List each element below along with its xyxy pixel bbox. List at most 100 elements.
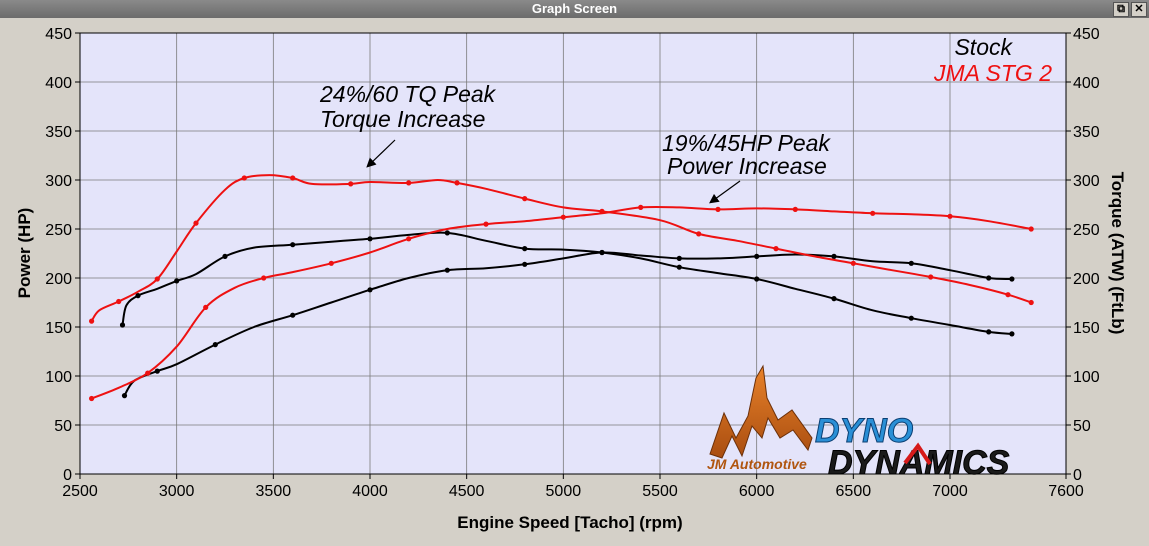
window-title: Graph Screen bbox=[531, 1, 618, 16]
jma-stg-2-power-point bbox=[792, 206, 798, 212]
jma-stg-2-torque-point bbox=[241, 175, 247, 181]
x-tick-label: 5000 bbox=[546, 483, 582, 500]
stock-power-point bbox=[121, 393, 128, 399]
jma-stg-2-power-point bbox=[406, 236, 412, 242]
x-tick-label: 7600 bbox=[1048, 483, 1084, 500]
stock-power-point bbox=[444, 267, 450, 273]
stock-power-point bbox=[1009, 276, 1015, 282]
y-tick-label: 150 bbox=[45, 320, 72, 337]
y2-tick-label: 150 bbox=[1073, 320, 1100, 337]
tick-labels: 2500 3000 3500 4000 4500 5000 5500 6000 6500 7000… bbox=[45, 26, 1100, 500]
stock-torque-point bbox=[986, 329, 992, 335]
jma-stg-2-torque-point bbox=[773, 246, 779, 252]
stock-torque-line bbox=[121, 231, 1013, 335]
x-tick-label: 6000 bbox=[739, 483, 775, 500]
stock-power-point bbox=[212, 342, 218, 348]
stock-torque-point bbox=[676, 264, 682, 270]
jm-logo-icon bbox=[709, 364, 813, 459]
stock-torque-point bbox=[290, 242, 296, 248]
stock-torque-point bbox=[599, 249, 605, 256]
stock-torque-point bbox=[135, 293, 141, 299]
series-layer bbox=[89, 174, 1034, 402]
jma-stg-2-torque-point bbox=[89, 318, 95, 324]
x-tick-label: 7000 bbox=[932, 483, 968, 500]
restore-window-icon[interactable]: ⧉ bbox=[1113, 2, 1129, 17]
jma-stg-2-power-point bbox=[638, 204, 644, 210]
y-tick-label: 0 bbox=[63, 467, 72, 484]
stock-power-point bbox=[290, 312, 296, 318]
jm-logo-text: JM Automotive bbox=[707, 456, 807, 472]
y-tick-label: 450 bbox=[45, 26, 72, 43]
dyno-logo-text: DYNO bbox=[815, 412, 913, 450]
jma-stg-2-power-point bbox=[145, 370, 151, 376]
window-titlebar: Graph Screen bbox=[0, 0, 1149, 18]
y-tick-label: 250 bbox=[45, 222, 72, 239]
annotation-tq-arrow bbox=[366, 139, 396, 168]
stock-torque-point bbox=[367, 236, 373, 242]
stock-torque-point bbox=[831, 296, 837, 302]
jma-stg-2-power-point bbox=[560, 214, 566, 220]
jma-stg-2-power-line bbox=[91, 205, 1032, 400]
jma-stg-2-torque-point bbox=[154, 276, 160, 282]
y2-tick-label: 0 bbox=[1073, 467, 1082, 484]
x-tick-label: 4000 bbox=[352, 483, 388, 500]
plot-background bbox=[80, 33, 1066, 474]
annotation-hp-line2: Power Increase bbox=[667, 153, 827, 179]
jma-stg-2-torque-point bbox=[406, 180, 412, 186]
jma-stg-2-torque-point bbox=[599, 208, 605, 214]
jma-stg-2-power-point bbox=[89, 395, 95, 402]
stock-power-point bbox=[986, 275, 992, 281]
annotation-tq-line1: 24%/60 TQ Peak bbox=[319, 81, 497, 107]
dynamics-red-swoosh bbox=[903, 442, 932, 466]
dyno-chart: 2500 3000 3500 4000 4500 5000 5500 6000 6500 7000… bbox=[15, 26, 1127, 532]
stock-power-point bbox=[676, 255, 682, 261]
y2-tick-label: 450 bbox=[1073, 26, 1100, 43]
annotation-tq-line2: Torque Increase bbox=[320, 106, 485, 132]
jma-stg-2-torque-point bbox=[522, 196, 528, 202]
jma-stg-2-torque-line bbox=[90, 174, 1032, 322]
graph-area: 2500 3000 3500 4000 4500 5000 5500 6000 6500 7000… bbox=[0, 18, 1149, 541]
annotation-hp-line1: 19%/45HP Peak bbox=[662, 130, 831, 156]
y-tick-label: 350 bbox=[45, 124, 72, 141]
y2-tick-label: 100 bbox=[1073, 369, 1100, 386]
stock-torque-point bbox=[119, 322, 126, 328]
x-tick-label: 3500 bbox=[256, 483, 292, 500]
y2-tick-label: 250 bbox=[1073, 222, 1100, 239]
stock-power-line bbox=[123, 251, 1012, 397]
y2-tick-label: 200 bbox=[1073, 271, 1100, 288]
jma-stg-2-torque-point bbox=[1028, 299, 1034, 306]
stock-power-point bbox=[367, 287, 373, 293]
jma-stg-2-torque-point bbox=[928, 274, 934, 280]
x-tick-label: 5500 bbox=[642, 483, 678, 500]
jma-stg-2-power-point bbox=[947, 213, 953, 219]
x-tick-label: 2500 bbox=[62, 483, 98, 500]
jma-stg-2-power-point bbox=[870, 210, 876, 216]
y2-tick-label: 400 bbox=[1073, 75, 1100, 92]
jma-stg-2-power-point bbox=[715, 206, 721, 212]
stock-torque-point bbox=[1009, 331, 1015, 337]
y2-tick-label: 300 bbox=[1073, 173, 1100, 190]
jma-stg-2-power-point bbox=[1028, 226, 1034, 232]
y2-tick-label: 50 bbox=[1073, 418, 1091, 435]
stock-torque-point bbox=[754, 276, 760, 282]
y-tick-label: 200 bbox=[45, 271, 72, 288]
jma-stg-2-torque-point bbox=[1005, 292, 1011, 298]
x-tick-label: 6500 bbox=[836, 483, 872, 500]
stock-power-point bbox=[908, 260, 914, 266]
y-tick-label: 100 bbox=[45, 369, 72, 386]
x-axis-title: Engine Speed [Tacho] (rpm) bbox=[457, 513, 682, 532]
jma-stg-2-power-point bbox=[261, 275, 267, 281]
close-window-icon[interactable]: ✕ bbox=[1131, 2, 1147, 17]
jma-stg-2-torque-point bbox=[290, 175, 296, 181]
plot-frame bbox=[79, 32, 1067, 475]
stock-torque-point bbox=[908, 315, 914, 321]
y2-axis-title: Torque (ATW) (FtLb) bbox=[1108, 172, 1127, 335]
y-tick-label: 400 bbox=[45, 75, 72, 92]
dyno-dynamics-logo: DYNO DYNAMICS bbox=[815, 412, 1011, 483]
stock-torque-point bbox=[222, 253, 228, 259]
y-tick-label: 300 bbox=[45, 173, 72, 190]
stock-power-point bbox=[522, 261, 528, 267]
jm-automotive-logo: JM Automotive bbox=[707, 364, 813, 472]
stock-power-point bbox=[831, 253, 837, 259]
jma-stg-2-power-point bbox=[328, 260, 334, 266]
